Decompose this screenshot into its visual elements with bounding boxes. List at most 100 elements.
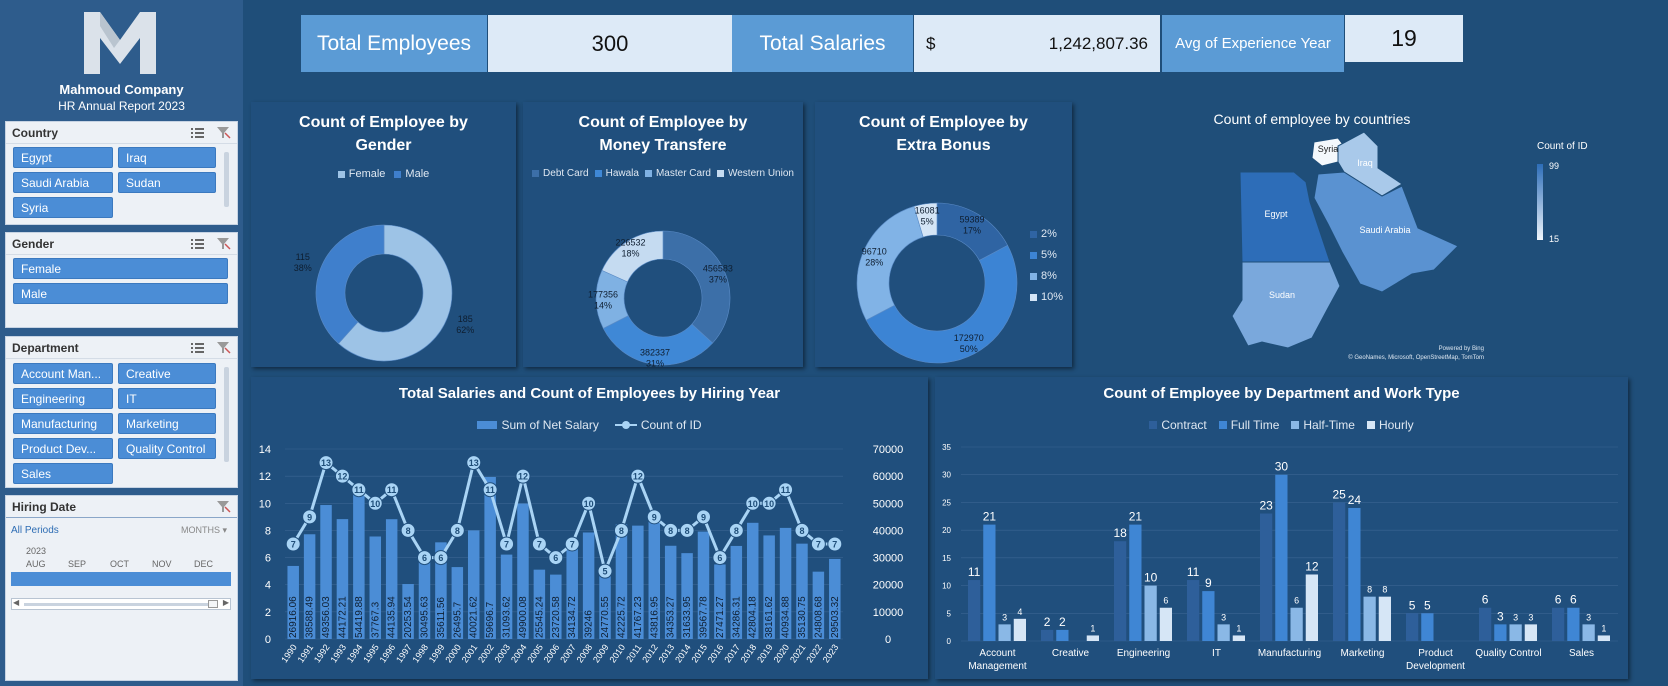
department-slicer-title: Department — [12, 340, 79, 355]
timeline-month[interactable]: NOV — [152, 559, 172, 569]
timeline-month[interactable]: OCT — [110, 559, 129, 569]
chevron-down-icon: ▾ — [222, 525, 227, 535]
dept-bar — [968, 580, 981, 641]
salary-bar — [467, 530, 480, 639]
country-syria-chip[interactable]: Syria — [13, 197, 113, 218]
dept-worktype-chart-title: Count of Employee by Department and Work… — [1103, 385, 1460, 402]
dept-manufacturing-chip[interactable]: Manufacturing — [13, 413, 113, 434]
dept-bar-label: 5 — [1409, 598, 1416, 612]
scroll-right-icon[interactable]: ▶ — [222, 598, 229, 607]
scroll-thumb[interactable] — [208, 600, 218, 608]
count-data-label: 5 — [603, 567, 608, 577]
x-tick-label: 2014 — [673, 642, 693, 664]
country-saudi-arabia-chip[interactable]: Saudi Arabia — [13, 172, 113, 193]
dept-bar-label: 11 — [1187, 565, 1200, 579]
dept-bar — [1290, 607, 1303, 641]
dept-sales-chip[interactable]: Sales — [13, 463, 113, 484]
salary-bar — [336, 519, 349, 639]
salary-data-label: 59696.7 — [485, 601, 496, 638]
dept-bar — [1494, 624, 1507, 641]
salary-data-label: 41767.23 — [633, 596, 644, 638]
legend-item: Male — [394, 168, 429, 180]
department-scrollbar[interactable] — [224, 367, 229, 462]
dept-bar-label: 2 — [1059, 615, 1066, 629]
y-right-tick: 60000 — [873, 471, 904, 483]
dept-bar — [1260, 513, 1273, 641]
legend-label: 2% — [1041, 228, 1057, 240]
clear-filter-icon[interactable] — [217, 341, 231, 354]
count-data-label: 6 — [438, 553, 443, 563]
dept-bar-label: 24 — [1348, 493, 1362, 507]
country-scrollbar[interactable] — [224, 152, 229, 207]
salary-bar — [796, 543, 808, 639]
map-region-sudan — [1231, 261, 1341, 349]
company-logo — [84, 12, 156, 74]
count-marker — [613, 522, 629, 538]
count-marker — [761, 495, 777, 511]
clear-filter-icon[interactable] — [217, 500, 231, 513]
country-egypt-chip[interactable]: Egypt — [13, 147, 113, 168]
count-marker — [810, 536, 826, 552]
salary-data-label: 26916.06 — [288, 596, 299, 638]
timeline-year: 2023 — [26, 546, 47, 556]
salary-bar — [517, 503, 529, 639]
total-salaries-value-box: $ 1,242,807.36 — [914, 15, 1160, 72]
salary-data-label: 38161.62 — [764, 596, 775, 638]
legend-item: Full Time — [1218, 418, 1279, 432]
dept-account-management-chip[interactable]: Account Man... — [13, 363, 113, 384]
timeline-month[interactable]: AUG — [26, 559, 46, 569]
timeline-month[interactable]: DEC — [194, 559, 214, 569]
legend-item: 5% — [1030, 245, 1063, 266]
timeline-selection-bar[interactable] — [11, 572, 231, 586]
x-tick-label: 2011 — [624, 642, 643, 664]
gender-female-chip[interactable]: Female — [13, 258, 228, 279]
dept-bar — [1041, 629, 1054, 641]
y-right-tick: 0 — [885, 634, 891, 646]
timeline-scrollbar[interactable]: ◀ ▶ — [11, 598, 231, 610]
country-sudan-chip[interactable]: Sudan — [118, 172, 216, 193]
dept-bar — [983, 524, 996, 641]
scroll-left-icon[interactable]: ◀ — [13, 598, 20, 607]
dept-bar — [1217, 624, 1230, 641]
legend-label: 5% — [1041, 249, 1057, 261]
dept-bar — [1114, 541, 1127, 641]
legend-label: Male — [405, 168, 430, 180]
salary-bar — [385, 519, 398, 639]
money-transfer-chart-panel: Count of Employee by Money Transfere Deb… — [523, 102, 803, 367]
map-legend-max: 99 — [1549, 161, 1559, 171]
count-marker — [646, 509, 662, 525]
dept-bar — [1406, 613, 1419, 641]
salary-data-label: 42804.18 — [748, 596, 759, 638]
salary-bar — [681, 553, 693, 639]
dept-bar — [1378, 596, 1391, 641]
granularity-dropdown[interactable]: MONTHS ▾ — [181, 525, 227, 536]
multi-select-icon[interactable] — [191, 127, 205, 139]
multi-select-icon[interactable] — [191, 238, 205, 250]
dept-product-development-chip[interactable]: Product Dev... — [13, 438, 113, 459]
dept-bar-label: 6 — [1555, 593, 1562, 607]
clear-filter-icon[interactable] — [217, 126, 231, 139]
clear-filter-icon[interactable] — [217, 237, 231, 250]
legend-label: 8% — [1041, 270, 1057, 282]
salary-data-label: 31633.95 — [682, 596, 693, 638]
x-tick-label: 2004 — [509, 642, 529, 664]
salary-bar — [746, 522, 759, 639]
count-data-label: 6 — [553, 553, 558, 563]
dept-creative-chip[interactable]: Creative — [118, 363, 216, 384]
gender-male-chip[interactable]: Male — [13, 283, 228, 304]
legend-item: 10% — [1030, 287, 1063, 308]
legend-label: Half-Time — [1303, 418, 1355, 432]
dept-quality-control-chip[interactable]: Quality Control — [118, 438, 216, 459]
salary-bar — [615, 524, 628, 639]
dept-it-chip[interactable]: IT — [118, 388, 216, 409]
dept-marketing-chip[interactable]: Marketing — [118, 413, 216, 434]
dept-engineering-chip[interactable]: Engineering — [13, 388, 113, 409]
dept-bar-label: 6 — [1294, 596, 1299, 606]
country-iraq-chip[interactable]: Iraq — [118, 147, 216, 168]
legend-label: Sum of Net Salary — [501, 418, 599, 432]
multi-select-icon[interactable] — [191, 342, 205, 354]
map-title: Count of employee by countries — [1213, 111, 1411, 127]
timeline-month[interactable]: SEP — [68, 559, 87, 569]
map-label: Egypt — [1264, 209, 1288, 219]
slice-value-label: 172970 — [954, 333, 984, 343]
